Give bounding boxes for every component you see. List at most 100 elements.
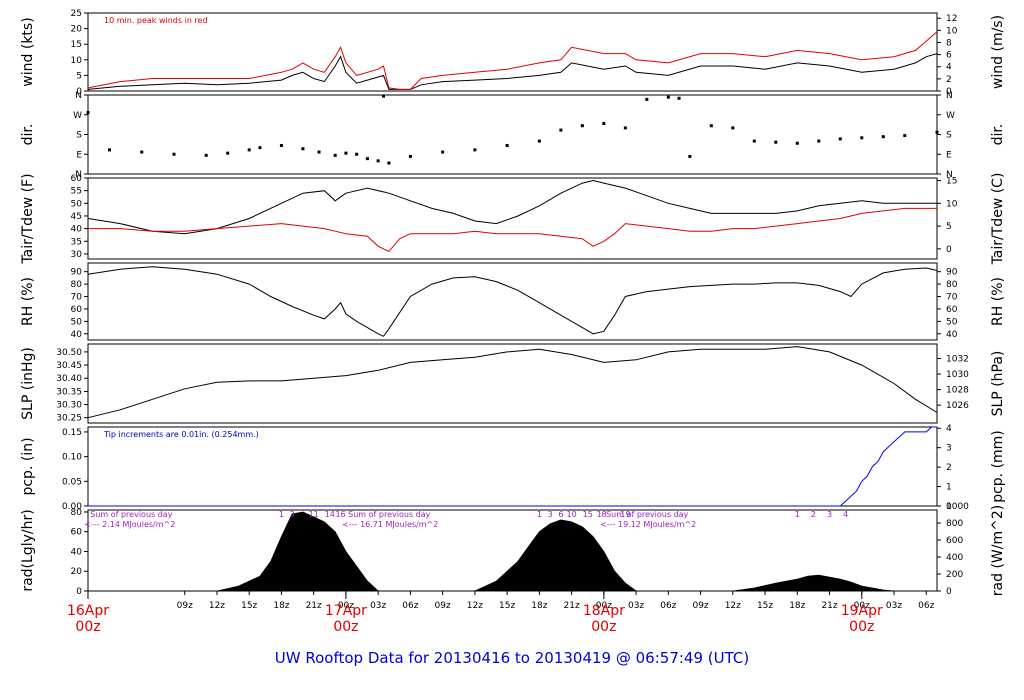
slp-left-tick-label: 30.45 — [56, 361, 82, 371]
dir-point — [441, 150, 445, 154]
dir-left-tick-label: E — [76, 150, 82, 160]
dir-left-tick-label: S — [76, 131, 82, 141]
rad-hour-marker: 3 — [827, 510, 832, 519]
dir-left-tick-label: N — [75, 170, 82, 180]
pcp-left-tick-label: 0.10 — [62, 453, 82, 463]
chart-title: UW Rooftop Data for 20130416 to 20130419… — [274, 649, 750, 667]
rad-hour-marker: 14 — [325, 510, 335, 519]
rh-left-tick-label: 90 — [71, 268, 83, 278]
rad-annotation-line2: <--- 19.12 MJoules/m^2 — [600, 520, 696, 529]
slp-left-axis-label: SLP (inHg) — [20, 347, 36, 420]
dir-right-axis-label: dir. — [990, 124, 1006, 146]
rad-right-tick-label: 400 — [946, 553, 963, 563]
rh-right-tick-label: 40 — [946, 330, 958, 340]
rad-right-tick-label: 600 — [946, 536, 963, 546]
temp-right-tick-label: 10 — [946, 199, 958, 209]
wind-right-axis-label: wind (m/s) — [990, 15, 1006, 89]
slp-left-tick-label: 30.35 — [56, 387, 82, 397]
rh-left-axis-label: RH (%) — [20, 277, 36, 326]
dir-right-tick-label: E — [946, 150, 952, 160]
dir-point — [140, 150, 144, 154]
dir-point — [731, 126, 735, 130]
rad-left-tick-label: 0 — [76, 587, 82, 597]
x-axis-tick-label: 12z — [467, 601, 483, 611]
x-axis-tick-label: 15z — [241, 601, 257, 611]
dir-point — [344, 151, 348, 155]
dir-point — [172, 152, 176, 156]
rad-right-tick-label: 1000 — [946, 502, 969, 512]
dir-point — [279, 143, 283, 147]
dir-point — [709, 124, 713, 128]
dir-right-tick-label: N — [946, 91, 953, 101]
rh-right-axis-label: RH (%) — [990, 277, 1006, 326]
x-axis-tick-label: 00z — [338, 601, 354, 611]
dir-point — [580, 124, 584, 128]
wind-right-tick-label: 10 — [946, 26, 958, 36]
dir-point — [258, 146, 262, 150]
rad-hour-marker: 16 — [335, 510, 345, 519]
x-axis-tick-label: 15z — [499, 601, 515, 611]
pcp-left-axis-label: pcp. (in) — [20, 437, 36, 495]
dir-point — [204, 153, 208, 157]
rad-annotation-line1: Sum of previous day — [90, 510, 172, 519]
pcp-right-tick-label: 2 — [946, 463, 952, 473]
dir-point — [387, 161, 391, 165]
x-axis-tick-label: 18z — [531, 601, 547, 611]
x-axis-tick-label: 06z — [402, 601, 418, 611]
dir-point — [795, 141, 799, 145]
dir-point — [107, 148, 111, 152]
dir-point — [301, 147, 305, 151]
dir-left-tick-label: W — [73, 111, 82, 121]
dir-point — [408, 154, 412, 158]
x-axis-day-time-label: 00z — [333, 619, 358, 635]
dir-point — [688, 154, 692, 158]
temp-left-axis-label: Tair/Tdew (F) — [20, 173, 36, 264]
x-axis-tick-label: 21z — [564, 601, 580, 611]
wind-left-tick-label: 25 — [71, 9, 82, 19]
dir-right-tick-label: N — [946, 170, 953, 180]
slp-series-line-0 — [87, 346, 938, 419]
rh-panel-frame — [87, 262, 938, 341]
rad-hour-marker: 1 — [795, 510, 800, 519]
dir-point — [666, 95, 670, 99]
rad-right-tick-label: 200 — [946, 570, 963, 580]
dir-point — [226, 151, 230, 155]
pcp-series-line-0 — [88, 426, 937, 507]
rad-series-area — [216, 511, 895, 592]
wind-right-tick-label: 6 — [946, 51, 952, 61]
pcp-left-tick-label: 0.15 — [62, 428, 82, 438]
wind-left-axis-label: wind (kts) — [20, 17, 36, 86]
x-axis-tick-label: 18z — [789, 601, 805, 611]
x-axis-tick-label: 06z — [918, 601, 934, 611]
x-axis-tick-label: 15z — [757, 601, 773, 611]
dir-point — [860, 136, 864, 140]
x-axis-tick-label: 09z — [177, 601, 193, 611]
x-axis-tick-label: 18z — [273, 601, 289, 611]
slp-left-tick-label: 30.25 — [56, 414, 82, 424]
x-axis-tick-label: 06z — [660, 601, 676, 611]
pcp-left-tick-label: 0.00 — [62, 502, 82, 512]
rh-left-tick-label: 40 — [71, 330, 83, 340]
rad-hour-marker: 10 — [567, 510, 577, 519]
dir-point — [645, 97, 649, 101]
pcp-note: Tip increments are 0.01in. (0.254mm.) — [103, 430, 259, 439]
rh-series-line-0 — [87, 266, 938, 337]
rad-right-tick-label: 800 — [946, 519, 963, 529]
x-axis-day-label: 16Apr — [67, 603, 109, 619]
rad-annotation-line2: <--- 2.14 MJoules/m^2 — [84, 520, 175, 529]
wind-left-tick-label: 0 — [76, 87, 82, 97]
rad-left-tick-label: 80 — [71, 508, 83, 518]
rad-right-axis-label: rad (W/m^2) — [990, 505, 1006, 596]
dir-point — [602, 122, 606, 126]
rad-hour-marker: 15 — [583, 510, 593, 519]
temp-series-line-1 — [88, 207, 937, 253]
dir-point — [376, 159, 380, 163]
wind-panel-frame — [87, 12, 938, 92]
rad-hour-marker: 19 — [620, 510, 630, 519]
slp-right-tick-label: 1026 — [946, 401, 969, 411]
dir-point — [838, 137, 842, 141]
temp-left-tick-label: 55 — [71, 187, 82, 197]
dir-point — [559, 128, 563, 132]
x-axis-tick-label: 03z — [370, 601, 386, 611]
x-axis-day-label: 19Apr — [841, 603, 883, 619]
